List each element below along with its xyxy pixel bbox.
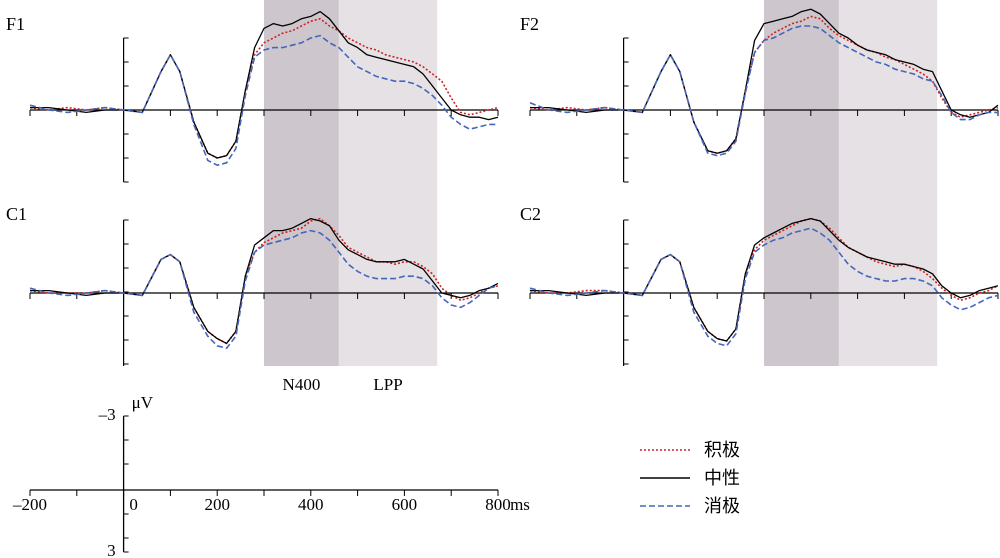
scale-y-top-label: –3 bbox=[98, 405, 116, 424]
scale-x-unit: ms bbox=[510, 495, 530, 514]
series-line-f1-积极 bbox=[29, 18, 499, 159]
window-label-lpp: LPP bbox=[373, 375, 402, 394]
legend-label: 积极 bbox=[704, 440, 740, 460]
legend-label: 消极 bbox=[704, 496, 740, 516]
scale-x-tick-label: 400 bbox=[298, 495, 324, 514]
scale-bar: –200 0 200 400 600 800 ms –3 3 μV bbox=[12, 393, 530, 558]
scale-x-tick-label: 0 bbox=[129, 495, 138, 514]
scale-x-tick-label: 800 bbox=[485, 495, 511, 514]
window-lpp-col1 bbox=[338, 0, 438, 366]
panel-label: C2 bbox=[520, 204, 541, 224]
scale-x-tick-label: –200 bbox=[12, 495, 47, 514]
panel-c1: C1 bbox=[6, 204, 499, 366]
panels-layer: N400 LPP F1 F2 C1 C2 bbox=[6, 0, 999, 394]
panel-c2: C2 bbox=[520, 204, 999, 366]
scale-y-bottom-label: 3 bbox=[107, 541, 116, 558]
scale-y-unit: μV bbox=[132, 393, 154, 412]
panel-label: F1 bbox=[6, 14, 25, 34]
panel-label: F2 bbox=[520, 14, 539, 34]
series-line-f2-中性 bbox=[530, 8, 999, 154]
scale-x-tick-label: 200 bbox=[204, 495, 230, 514]
window-label-n400: N400 bbox=[283, 375, 321, 394]
series-line-c1-消极 bbox=[29, 229, 499, 349]
scale-x-tick-label: 600 bbox=[392, 495, 418, 514]
legend-label: 中性 bbox=[704, 468, 740, 488]
window-n400-col1 bbox=[264, 0, 339, 366]
panel-f2: F2 bbox=[520, 8, 999, 183]
window-lpp-col2 bbox=[838, 0, 938, 366]
window-n400-col2 bbox=[764, 0, 839, 366]
series-line-c2-消极 bbox=[529, 227, 999, 347]
panel-f1: F1 bbox=[6, 10, 499, 183]
panel-label: C1 bbox=[6, 204, 27, 224]
series-line-f1-消极 bbox=[29, 34, 498, 166]
series-line-f2-积极 bbox=[529, 15, 999, 154]
